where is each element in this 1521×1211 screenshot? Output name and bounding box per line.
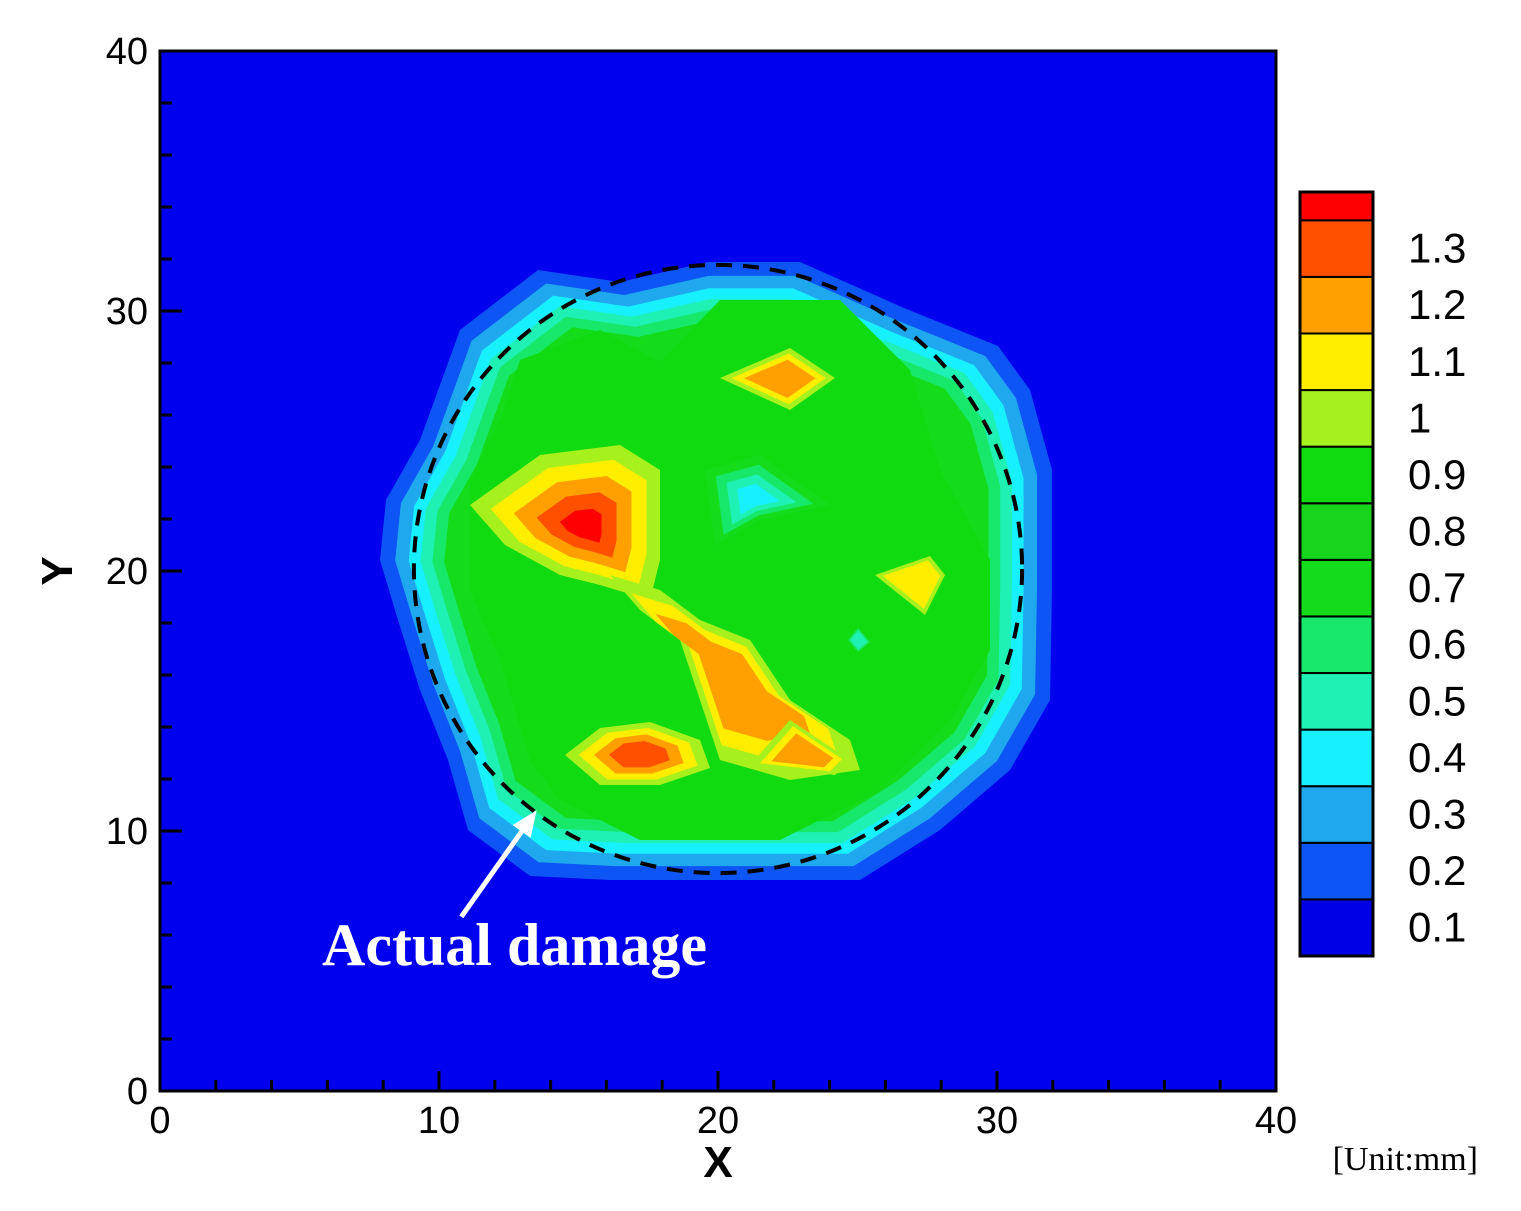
dip-upper-band-3: [737, 484, 780, 515]
peak-top-band-2: [744, 359, 816, 398]
actual-damage-circle: [411, 262, 1025, 876]
y-tick-label-30: 30: [106, 291, 148, 333]
colorbar-swatch: [1299, 558, 1374, 618]
colorbar-swatch: [1299, 728, 1374, 788]
x-axis-ticks: 0 10 20 30 40: [149, 1071, 1297, 1142]
colorbar-label-1.2: 1.2: [1408, 281, 1466, 328]
x-axis-title: X: [703, 1138, 732, 1187]
colorbar-swatch: [1299, 785, 1374, 844]
colorbar-legend: 0.1 0.2 0.3 0.4 0.5 0.6 0.7 0.8 0.9 1 1.1 1.2 1.3: [1298, 190, 1466, 958]
colorbar-label-0.3: 0.3: [1408, 791, 1466, 838]
colorbar-label-0.9: 0.9: [1408, 451, 1466, 498]
dip-right-band-1: [850, 630, 868, 650]
colorbar-label-0.6: 0.6: [1408, 621, 1466, 668]
unit-note: [Unit:mm]: [1333, 1141, 1478, 1178]
colorbar-label-1.3: 1.3: [1408, 225, 1466, 272]
colorbar-swatch: [1299, 898, 1374, 958]
colorbar-label-0.7: 0.7: [1408, 564, 1466, 611]
colorbar-label-0.1: 0.1: [1408, 904, 1466, 951]
colorbar-swatch: [1299, 389, 1374, 448]
colorbar-swatch: [1299, 445, 1374, 505]
colorbar-swatch: [1299, 672, 1374, 731]
axes: 0 10 20 30 40 0 10 20 30 40 X Y [Unit:mm]: [33, 31, 1478, 1187]
annotation-arrowhead: [512, 810, 537, 838]
peak-left-band-4: [559, 508, 602, 543]
contour-band-0.8: [470, 300, 990, 840]
y-tick-label-10: 10: [106, 811, 148, 853]
colorbar-swatch: [1299, 219, 1374, 278]
peak-ridge-band-2: [655, 613, 811, 741]
x-tick-label-0: 0: [149, 1100, 170, 1142]
contour-field: [380, 262, 1052, 880]
colorbar-swatch: [1299, 841, 1374, 901]
annotation-label: Actual damage: [322, 912, 707, 978]
peak-right-band-1: [882, 560, 941, 609]
y-tick-label-40: 40: [106, 31, 148, 73]
actual-damage-annotation: Actual damage: [322, 810, 707, 978]
colorbar-swatch: [1299, 615, 1374, 675]
colorbar-swatch: [1299, 275, 1374, 335]
colorbar-swatch: [1299, 502, 1374, 561]
peak-bottom-right-band-2: [771, 733, 834, 768]
x-tick-label-10: 10: [418, 1100, 460, 1142]
x-tick-label-40: 40: [1255, 1100, 1297, 1142]
y-tick-label-0: 0: [127, 1071, 148, 1113]
y-axis-ticks: 0 10 20 30 40: [106, 31, 182, 1113]
y-axis-title: Y: [33, 556, 82, 585]
colorbar-label-0.5: 0.5: [1408, 677, 1466, 724]
colorbar-label-0.2: 0.2: [1408, 847, 1466, 894]
colorbar-label-1.1: 1.1: [1408, 338, 1466, 385]
colorbar-frame: [1298, 190, 1375, 958]
colorbar-swatch: [1299, 332, 1374, 392]
colorbar-label-0.4: 0.4: [1408, 734, 1466, 781]
x-tick-label-30: 30: [976, 1100, 1018, 1142]
peak-bottom-left-band-3: [608, 741, 670, 768]
x-tick-label-20: 20: [697, 1100, 739, 1142]
y-tick-label-20: 20: [106, 551, 148, 593]
colorbar-label-1: 1: [1408, 394, 1431, 441]
plot-area: Actual damage: [160, 51, 1276, 1091]
colorbar-label-0.8: 0.8: [1408, 508, 1466, 555]
annotation-arrow: [459, 829, 524, 919]
colorbar-swatch: [1299, 191, 1374, 222]
